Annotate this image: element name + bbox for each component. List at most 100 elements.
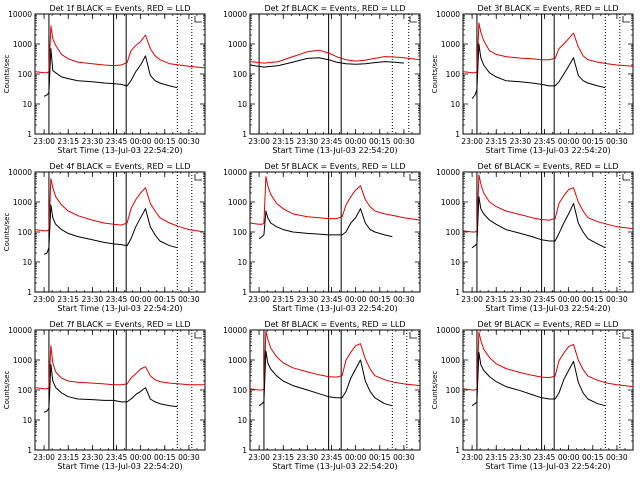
x-tick-label: 23:30	[82, 137, 104, 146]
y-tick-label: 100	[18, 386, 33, 395]
y-tick-label: 10000	[223, 326, 247, 335]
x-tick-label: 00:15	[582, 453, 604, 462]
x-axis-label: Start Time (13-Jul-03 22:54:20)	[272, 304, 397, 313]
x-tick-label: 00:00	[130, 137, 152, 146]
x-tick-label: 23:15	[57, 295, 79, 304]
x-tick-label: 00:15	[369, 453, 391, 462]
x-tick-label: 00:00	[558, 295, 580, 304]
series-line-lld	[462, 174, 634, 233]
corner-marker	[622, 332, 630, 339]
chart-panel-9: Det 9f BLACK = Events, RED = LLD 1 10 100 10…	[431, 320, 634, 471]
x-tick-label: 23:45	[106, 295, 128, 304]
x-tick-label: 00:00	[558, 453, 580, 462]
corner-marker	[409, 16, 417, 23]
corner-marker	[409, 332, 417, 339]
y-tick-label: 10	[237, 416, 247, 425]
y-tick-label: 100	[18, 70, 33, 79]
corner-marker	[622, 16, 630, 23]
corner-marker	[622, 174, 630, 181]
x-tick-label: 23:30	[297, 137, 319, 146]
x-tick-label: 23:30	[510, 137, 532, 146]
chart-panel-1: Det 1f BLACK = Events, RED = LLD 1 10 100 10…	[3, 4, 206, 155]
plot-frame	[462, 329, 634, 451]
y-tick-label: 10000	[436, 168, 460, 177]
y-tick-label: 1	[242, 446, 247, 455]
x-tick-label: 00:30	[178, 453, 200, 462]
x-tick-label: 23:00	[461, 453, 483, 462]
corner-marker	[194, 16, 202, 23]
x-tick-label: 00:30	[393, 137, 415, 146]
x-tick-label: 00:15	[154, 295, 176, 304]
x-axis-label: Start Time (13-Jul-03 22:54:20)	[485, 462, 610, 471]
y-axis-label: Counts/sec	[3, 213, 11, 252]
series-line-events	[471, 351, 606, 407]
x-tick-label: 23:15	[485, 453, 507, 462]
y-tick-label: 10	[22, 258, 32, 267]
corner-marker	[194, 174, 202, 181]
series-line-events	[258, 350, 393, 407]
y-tick-label: 1	[242, 130, 247, 139]
x-tick-label: 23:30	[510, 453, 532, 462]
x-tick-label: 00:30	[606, 295, 628, 304]
y-tick-label: 1000	[228, 356, 247, 365]
plot-frame	[249, 13, 421, 135]
x-tick-label: 23:30	[82, 453, 104, 462]
y-tick-label: 10	[450, 258, 460, 267]
y-tick-label: 10	[450, 416, 460, 425]
y-tick-label: 1000	[441, 198, 460, 207]
plot-frame	[462, 171, 634, 293]
chart-panel-6: Det 6f BLACK = Events, RED = LLD 1 10 100 10…	[436, 162, 634, 313]
x-tick-label: 00:30	[178, 137, 200, 146]
plot-frame	[34, 171, 206, 293]
x-tick-label: 23:30	[510, 295, 532, 304]
series-line-events	[471, 196, 606, 249]
corner-marker	[194, 332, 202, 339]
y-tick-label: 1000	[228, 40, 247, 49]
series-line-events	[249, 57, 404, 68]
x-tick-label: 00:30	[178, 295, 200, 304]
x-tick-label: 23:00	[461, 295, 483, 304]
y-tick-label: 1	[27, 130, 32, 139]
y-tick-label: 1	[455, 288, 460, 297]
x-tick-label: 23:45	[534, 137, 556, 146]
chart-title: Det 5f BLACK = Events, RED = LLD	[264, 162, 405, 171]
chart-title: Det 9f BLACK = Events, RED = LLD	[477, 320, 618, 329]
x-tick-label: 23:00	[248, 295, 270, 304]
y-tick-label: 10	[22, 416, 32, 425]
chart-panel-4: Det 4f BLACK = Events, RED = LLD 1 10 100 10…	[3, 162, 206, 313]
x-tick-label: 23:15	[57, 137, 79, 146]
chart-title: Det 4f BLACK = Events, RED = LLD	[49, 162, 190, 171]
chart-panel-8: Det 8f BLACK = Events, RED = LLD 1 10 100 10…	[223, 320, 421, 471]
corner-marker	[409, 174, 417, 181]
x-tick-label: 00:00	[130, 295, 152, 304]
series-line-events	[258, 208, 393, 240]
series-line-events	[43, 48, 178, 97]
x-axis-label: Start Time (13-Jul-03 22:54:20)	[485, 304, 610, 313]
x-tick-label: 00:30	[606, 453, 628, 462]
y-tick-label: 1000	[13, 198, 32, 207]
y-tick-label: 1000	[441, 40, 460, 49]
y-tick-label: 1	[27, 446, 32, 455]
x-axis-label: Start Time (13-Jul-03 22:54:20)	[57, 146, 182, 155]
y-tick-label: 1000	[441, 356, 460, 365]
plot-frame	[249, 329, 421, 451]
series-line-lld	[34, 178, 206, 233]
x-tick-label: 00:00	[558, 137, 580, 146]
chart-title: Det 7f BLACK = Events, RED = LLD	[49, 320, 190, 329]
x-tick-label: 00:15	[582, 137, 604, 146]
plot-frame	[34, 13, 206, 135]
x-tick-label: 00:30	[606, 137, 628, 146]
x-tick-label: 23:15	[272, 295, 294, 304]
y-tick-label: 10000	[436, 326, 460, 335]
chart-panel-2: Det 2f BLACK = Events, RED = LLD 1 10 100 10…	[223, 4, 421, 155]
chart-title: Det 3f BLACK = Events, RED = LLD	[477, 4, 618, 13]
y-tick-label: 10000	[8, 10, 32, 19]
plot-frame	[249, 171, 421, 293]
x-axis-label: Start Time (13-Jul-03 22:54:20)	[485, 146, 610, 155]
x-tick-label: 00:00	[130, 453, 152, 462]
series-line-lld	[462, 331, 634, 391]
y-tick-label: 1000	[13, 40, 32, 49]
y-tick-label: 100	[446, 228, 461, 237]
x-tick-label: 00:15	[369, 295, 391, 304]
